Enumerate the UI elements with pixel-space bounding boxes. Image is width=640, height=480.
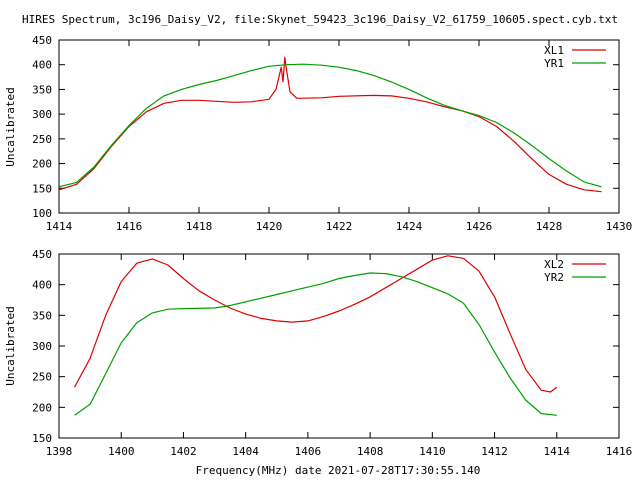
y-tick-label: 250	[32, 133, 52, 146]
x-tick-label: 1430	[606, 220, 633, 233]
x-tick-label: 1420	[256, 220, 283, 233]
chart-title: HIRES Spectrum, 3c196_Daisy_V2, file:Sky…	[22, 13, 618, 26]
top-panel: 1414 1416 1418 1420 1422 1424 1426 1428 1430 100 1…	[4, 34, 632, 233]
x-tick-label: 1398	[46, 445, 73, 458]
y-tick-label: 400	[32, 59, 52, 72]
x-tick-label: 1400	[108, 445, 135, 458]
y-tick-label: 200	[32, 158, 52, 171]
x-tick-label: 1426	[466, 220, 493, 233]
series-line-yr2	[74, 272, 557, 416]
y-tick-label: 100	[32, 207, 52, 220]
x-tick-label: 1416	[116, 220, 143, 233]
x-tick-label: 1416	[606, 445, 633, 458]
x-tick-label: 1402	[170, 445, 197, 458]
x-tick-label: 1404	[232, 445, 259, 458]
x-tick-label: 1414	[46, 220, 73, 233]
y-tick-label: 250	[32, 371, 52, 384]
x-tick-label: 1414	[544, 445, 571, 458]
y-tick-label: 150	[32, 432, 52, 445]
legend-label-xl1: XL1	[544, 44, 564, 57]
series-line-xl2	[74, 255, 558, 393]
plot-frame	[58, 39, 620, 214]
y-tick-label: 300	[32, 108, 52, 121]
series-line-yr1	[58, 63, 602, 188]
legend-label-yr2: YR2	[544, 271, 564, 284]
x-tick-label: 1424	[396, 220, 423, 233]
y-tick-label: 200	[32, 401, 52, 414]
legend-label-xl2: XL2	[544, 258, 564, 271]
x-tick-label: 1428	[536, 220, 563, 233]
y-axis-label: Uncalibrated	[4, 87, 17, 166]
x-tick-label: 1412	[481, 445, 508, 458]
y-tick-label: 400	[32, 279, 52, 292]
y-axis-label: Uncalibrated	[4, 306, 17, 385]
y-tick-label: 450	[32, 34, 52, 47]
bottom-panel: 1398 1400 1402 1404 1406 1408 1410 1412 1414 1416…	[4, 248, 632, 458]
y-tick-label: 300	[32, 340, 52, 353]
y-tick-label: 350	[32, 83, 52, 96]
series-line-xl1	[58, 56, 602, 193]
x-tick-label: 1410	[419, 445, 446, 458]
legend-label-yr1: YR1	[544, 57, 564, 70]
x-tick-label: 1406	[295, 445, 322, 458]
y-tick-label: 350	[32, 309, 52, 322]
x-tick-label: 1418	[186, 220, 213, 233]
y-tick-label: 150	[32, 182, 52, 195]
plot-frame	[58, 253, 620, 439]
x-tick-label: 1408	[357, 445, 384, 458]
x-tick-label: 1422	[326, 220, 353, 233]
y-tick-label: 450	[32, 248, 52, 261]
x-axis-label: Frequency(MHz) date 2021-07-28T17:30:55.…	[196, 464, 481, 477]
